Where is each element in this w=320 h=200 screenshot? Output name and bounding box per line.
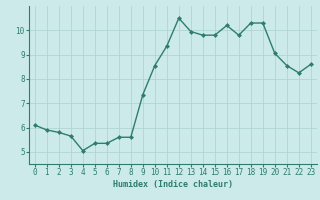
- X-axis label: Humidex (Indice chaleur): Humidex (Indice chaleur): [113, 180, 233, 189]
